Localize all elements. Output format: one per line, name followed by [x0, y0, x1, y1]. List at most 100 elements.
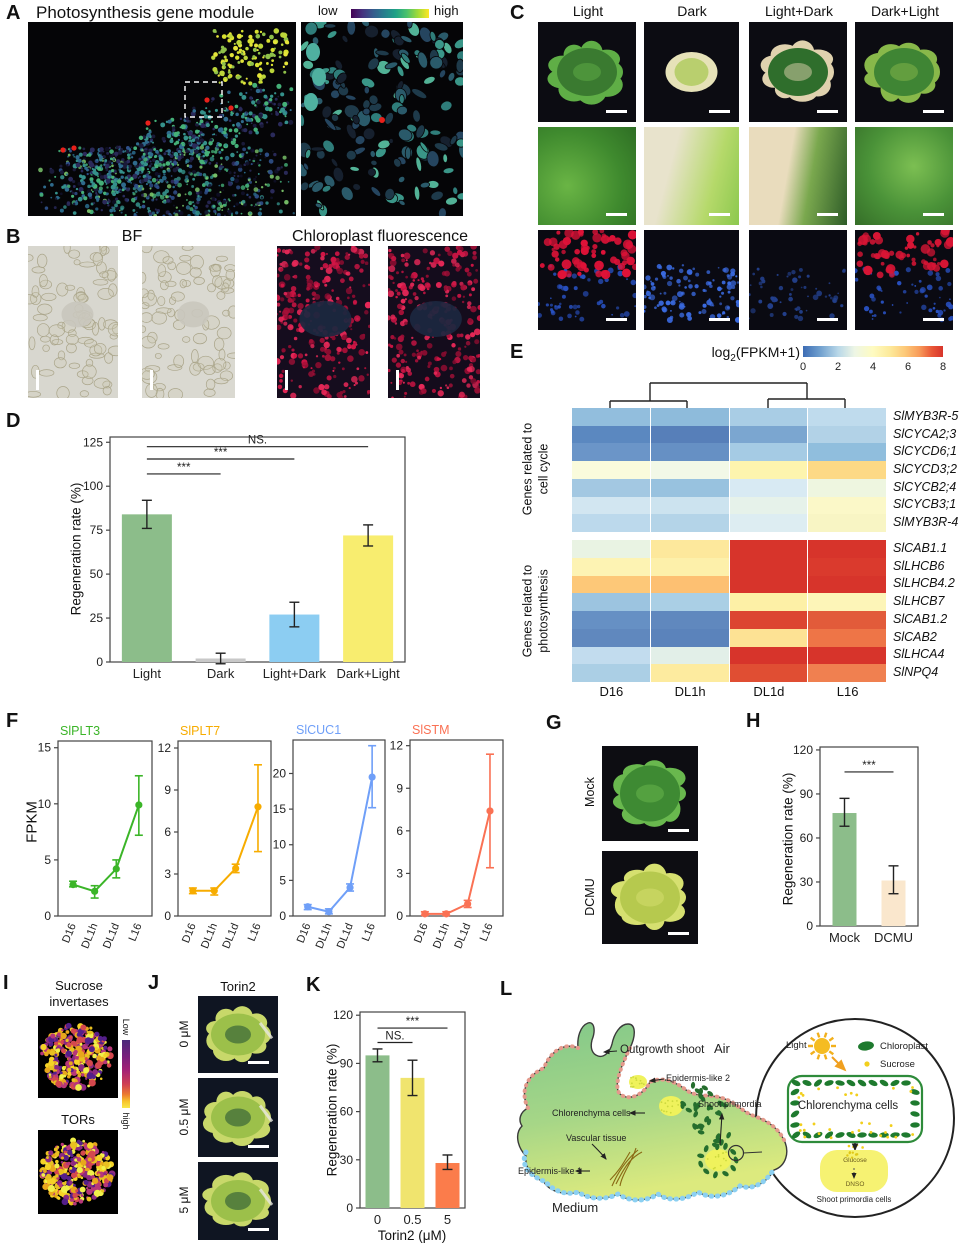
heatmap-cell [572, 478, 650, 497]
heatmap-cell [650, 575, 729, 594]
x-tick-label: D16 [180, 922, 199, 945]
y-tick-label: 90 [800, 787, 814, 801]
heatmap-cell [729, 496, 808, 515]
l-epidermis1-label: Epidermis-like 1 [518, 1166, 583, 1176]
scale-bar [923, 318, 944, 321]
heatmap-column-label: DL1d [753, 684, 785, 699]
heatmap-cell [808, 408, 886, 426]
heatmap-cell [572, 461, 650, 479]
panel-a-title: Photosynthesis gene module [36, 3, 255, 22]
bar-Light+Dark [269, 614, 320, 662]
heatmap-cell [808, 575, 886, 594]
gene-label: SlCYCB2;4 [893, 479, 957, 494]
significance-label: NS. [248, 435, 267, 447]
gene-label: SlLHCA4 [893, 647, 945, 662]
chloroplast-fluorescence-title: Chloroplast fluorescence [291, 228, 469, 245]
data-point [189, 887, 197, 895]
heatmap-cell [729, 593, 808, 611]
scale-bar [36, 370, 39, 390]
mock-photo [602, 746, 698, 841]
heatmap-cell [729, 575, 808, 594]
heatmap-cell [650, 557, 729, 576]
data-point [325, 908, 333, 916]
x-category-label: Light [133, 666, 162, 681]
heatmap-cell [808, 593, 886, 611]
i-colorbar-low-label: Low [121, 1018, 131, 1036]
i-title-tors: TORs [61, 1112, 95, 1127]
data-point [486, 807, 494, 815]
significance-label: *** [862, 760, 876, 772]
y-tick-label: 0 [346, 1201, 353, 1215]
y-tick-label: 0 [96, 655, 103, 669]
significance-label: NS. [385, 1031, 404, 1043]
panel-e-label: E [510, 341, 524, 363]
panel-b-label: B [6, 226, 21, 248]
scale-bar [606, 318, 627, 321]
x-tick-label: DL1d [452, 922, 473, 951]
data-point [421, 910, 429, 918]
colorbar-tick-label: 6 [905, 361, 911, 373]
l-glucose-label: Glucose [843, 1157, 867, 1164]
x-category-label: 0 [374, 1212, 381, 1227]
heatmap-cell [572, 408, 650, 426]
vascular-strand [609, 1151, 631, 1181]
shoot-primordium [705, 1149, 731, 1171]
heatmap-cell [729, 408, 808, 426]
scale-bar [248, 1061, 269, 1064]
l-cell-title: Chlorenchyma cells [797, 1100, 899, 1112]
l-sucrose-legend-label: Sucrose [880, 1059, 915, 1070]
heatmap-cell [808, 611, 886, 629]
j-row-label-5um: 5 μM [177, 1186, 191, 1214]
data-point [442, 910, 450, 918]
x-category-label: 0.5 [403, 1212, 421, 1227]
l-medium-label: Medium [552, 1200, 599, 1215]
i-title-invertases: invertases [49, 994, 109, 1009]
y-tick-label: 60 [340, 1105, 354, 1119]
i-colorbar-high-label: high [121, 1112, 131, 1130]
y-tick-label: 9 [164, 783, 171, 797]
j-title: Torin2 [220, 979, 256, 994]
scale-bar [606, 110, 627, 113]
d-y-axis-label: Regeneration rate (%) [68, 482, 84, 616]
colorbar-tick-label: 2 [835, 361, 841, 373]
y-tick-label: 60 [800, 831, 814, 845]
col-title-light: Light [572, 3, 604, 19]
y-tick-label: 125 [83, 435, 103, 449]
panel-a-label: A [6, 2, 21, 24]
e-group-cellcycle-label: Genes related to cell cycle [520, 422, 550, 516]
marker-asterisk [228, 105, 234, 111]
y-tick-label: 15 [273, 802, 287, 816]
e-group-photosynthesis-label: Genes related to photosynthesis [520, 564, 550, 658]
heatmap-cell [729, 478, 808, 497]
heatmap-cell [808, 496, 886, 515]
colorbar-low-label: low [318, 3, 338, 18]
heatmap-cell [650, 514, 729, 532]
explant-photo [855, 22, 953, 122]
y-tick-label: 12 [158, 741, 172, 755]
cf-image-2 [388, 246, 480, 398]
y-tick-label: 0 [279, 909, 286, 923]
gene-label: SlCAB1.2 [893, 611, 948, 626]
shoot-primordium [629, 1075, 647, 1089]
heatmap-cell [808, 425, 886, 444]
j-row-label-0um: 0 μM [177, 1020, 191, 1048]
l-vascular-label: Vascular tissue [566, 1133, 627, 1143]
panel-j-label: J [148, 972, 160, 994]
data-point [91, 887, 99, 895]
x-category-label: DCMU [874, 930, 913, 945]
dcmu-photo [602, 851, 698, 944]
bar-DCMU [881, 880, 906, 926]
panel-i-label: I [3, 972, 9, 994]
heatmap-cell [572, 575, 650, 594]
x-tick-label: L16 [127, 922, 145, 944]
significance-label: *** [214, 447, 228, 459]
scale-bar [150, 370, 153, 390]
y-tick-label: 10 [273, 838, 287, 852]
x-tick-label: L16 [246, 922, 264, 944]
y-tick-label: 6 [396, 824, 403, 838]
heatmap-cell [729, 646, 808, 665]
col-title-dark-light: Dark+Light [870, 3, 940, 19]
heatmap-cell [572, 514, 650, 532]
g-row-label-mock: Mock [583, 777, 597, 807]
data-point [304, 903, 312, 911]
